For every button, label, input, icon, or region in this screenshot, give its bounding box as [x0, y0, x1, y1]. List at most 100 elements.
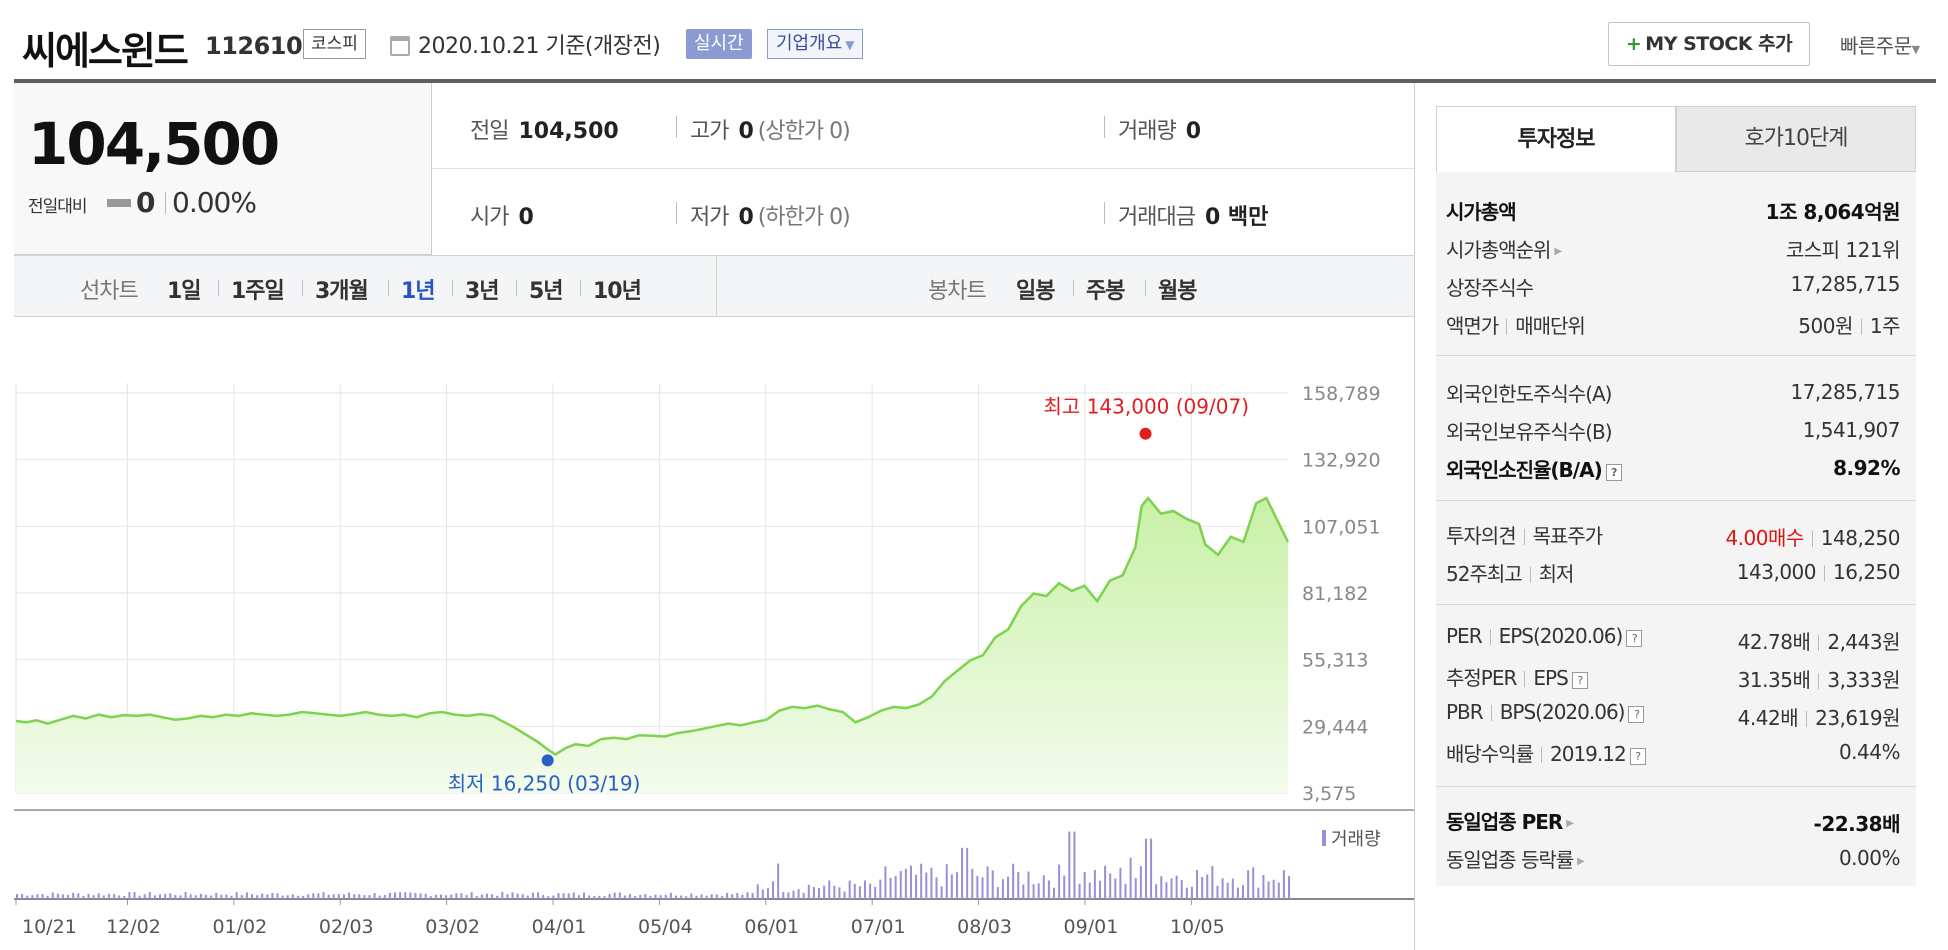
- volume-bar: [720, 896, 723, 899]
- quick-order-button[interactable]: 빠른주문▼: [1840, 30, 1920, 59]
- volume-bar: [250, 894, 253, 899]
- y-tick-label: 3,575: [1302, 783, 1356, 805]
- volume-bar: [348, 892, 351, 899]
- volume-bar: [189, 894, 192, 899]
- market-cap-rank-link[interactable]: 시가총액순위 ▶: [1446, 234, 1562, 263]
- dividend-label-b: 2019.12: [1550, 742, 1627, 766]
- sector-rate-link[interactable]: 동일업종 등락률 ▶: [1446, 844, 1585, 873]
- volume-bar: [899, 870, 902, 899]
- tab-1y[interactable]: 1년: [401, 279, 436, 304]
- separator: [1529, 567, 1531, 583]
- summary-prev-value: 104,500: [518, 119, 619, 144]
- volume-bar: [261, 893, 264, 899]
- volume-bar: [1109, 873, 1112, 899]
- volume-bar: [46, 895, 49, 899]
- separator: [1490, 705, 1492, 721]
- x-tick-label: 10/21: [22, 916, 77, 938]
- volume-bar: [940, 886, 943, 899]
- separator: [1818, 673, 1820, 689]
- volume-bar: [394, 892, 397, 899]
- volume-bar: [961, 847, 964, 899]
- volume-bar: [1027, 871, 1030, 899]
- listed-shares-label: 상장주식수: [1446, 276, 1534, 300]
- add-my-stock-button[interactable]: + MY STOCK 추가: [1608, 22, 1810, 66]
- week52-high-value: 143,000: [1736, 560, 1817, 584]
- volume-bar: [230, 895, 233, 899]
- volume-bar: [143, 894, 146, 899]
- volume-bar: [470, 892, 473, 899]
- volume-bar: [322, 892, 325, 899]
- tab-monthly[interactable]: 월봉: [1158, 279, 1197, 304]
- volume-bar: [864, 880, 866, 899]
- help-icon[interactable]: ?: [1571, 672, 1588, 689]
- volume-bar: [378, 895, 381, 899]
- volume-bar: [1236, 887, 1239, 899]
- tab-3m[interactable]: 3개월: [315, 279, 369, 304]
- tab-investment-info[interactable]: 투자정보: [1436, 106, 1676, 172]
- face-value-label-a: 액면가: [1446, 314, 1499, 338]
- volume-bar: [879, 879, 882, 899]
- summary-open-value: 0: [518, 205, 534, 230]
- volume-bar: [664, 894, 667, 899]
- volume-bar: [608, 893, 611, 899]
- volume-bar: [1267, 881, 1270, 899]
- volume-bar: [935, 877, 938, 899]
- tab-5y[interactable]: 5년: [529, 279, 564, 304]
- tab-1w[interactable]: 1주일: [231, 279, 285, 304]
- realtime-button[interactable]: 실시간: [686, 29, 752, 59]
- volume-bar: [92, 895, 95, 899]
- help-icon[interactable]: ?: [1626, 630, 1643, 647]
- y-tick-label: 107,051: [1302, 516, 1381, 538]
- volume-bar: [225, 894, 228, 899]
- separator: [1073, 280, 1074, 296]
- volume-bar: [971, 868, 974, 899]
- tab-1d[interactable]: 1일: [167, 279, 202, 304]
- tab-daily[interactable]: 일봉: [1016, 279, 1055, 304]
- separator: [1104, 202, 1105, 224]
- header-divider: [14, 79, 1936, 83]
- sector-per-link[interactable]: 동일업종 PER ▶: [1446, 806, 1574, 835]
- volume-bar: [332, 894, 335, 899]
- help-icon[interactable]: ?: [1605, 464, 1622, 481]
- volume-bar: [1201, 877, 1204, 899]
- summary-volume-label: 거래량: [1118, 119, 1177, 144]
- volume-bar: [373, 892, 376, 899]
- summary-upper-limit: (상한가 0): [757, 119, 851, 144]
- add-my-stock-label: MY STOCK 추가: [1645, 33, 1793, 55]
- volume-bar: [623, 895, 626, 899]
- company-overview-button[interactable]: 기업개요 ▼: [767, 29, 864, 59]
- volume-bar: [1042, 875, 1045, 899]
- help-icon[interactable]: ?: [1629, 748, 1646, 765]
- tab-10y[interactable]: 10년: [593, 279, 642, 304]
- triangle-right-icon: ▶: [1554, 246, 1562, 257]
- chevron-down-icon: ▼: [1911, 43, 1920, 56]
- volume-bar: [618, 892, 621, 899]
- market-cap-label: 시가총액: [1446, 200, 1517, 224]
- volume-bar: [1001, 879, 1004, 899]
- separator: [1860, 319, 1862, 335]
- volume-bar: [1007, 876, 1010, 899]
- opinion-label-a: 투자의견: [1446, 524, 1517, 548]
- help-icon[interactable]: ?: [1628, 706, 1645, 723]
- volume-bar: [1231, 878, 1234, 899]
- tab-3y[interactable]: 3년: [465, 279, 500, 304]
- price-chart: 158,789 132,920 107,051 81,182 55,313 29,444 3…: [14, 383, 1414, 938]
- volume-bar: [669, 892, 672, 899]
- summary-divider: [432, 168, 1414, 169]
- volume-bar: [1196, 869, 1199, 899]
- tab-order-book[interactable]: 호가10단계: [1676, 106, 1916, 172]
- x-tick-label: 07/01: [851, 916, 906, 938]
- volume-bar: [736, 893, 739, 899]
- triangle-right-icon: ▶: [1577, 856, 1585, 867]
- volume-bar: [36, 894, 39, 899]
- volume-bar: [184, 891, 187, 899]
- info-divider: [1436, 604, 1916, 605]
- volume-bar: [690, 893, 693, 899]
- volume-bar: [588, 895, 591, 899]
- tab-weekly[interactable]: 주봉: [1086, 279, 1125, 304]
- volume-bar: [746, 892, 749, 899]
- volume-bar: [388, 892, 391, 899]
- volume-bar: [741, 894, 744, 899]
- volume-bar: [1252, 867, 1255, 899]
- volume-bar: [552, 895, 555, 899]
